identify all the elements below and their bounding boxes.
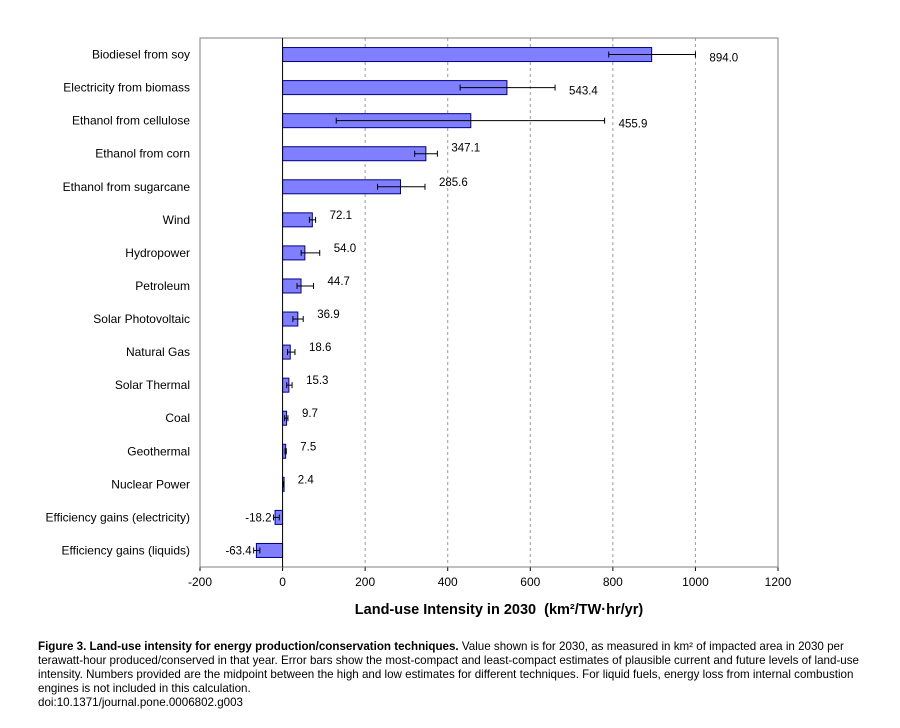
x-tick-label: 600 — [520, 575, 540, 589]
value-label: 543.4 — [569, 86, 598, 98]
category-label: Ethanol from sugarcane — [63, 180, 191, 194]
figure-caption: Figure 3. Land-use intensity for energy … — [38, 640, 888, 710]
value-label: 455.9 — [619, 119, 648, 131]
x-tick-label: 800 — [603, 575, 623, 589]
x-tick-label: 200 — [355, 575, 375, 589]
category-label: Natural Gas — [126, 345, 190, 359]
x-axis-label-units: (km²/TW·hr/yr) — [544, 602, 643, 618]
category-labels: Biodiesel from soy Electricity from bioma… — [46, 48, 191, 558]
value-label: 18.6 — [309, 342, 331, 354]
land-use-chart: Biodiesel from soy Electricity from bioma… — [46, 37, 792, 618]
category-label: Electricity from biomass — [63, 81, 190, 95]
value-labels: 894.0 543.4 455.9 347.1 285.6 72.1 54.0 44.7 36.… — [225, 53, 738, 558]
category-label: Wind — [163, 213, 190, 227]
x-tick-label: 0 — [279, 575, 286, 589]
category-label: Hydropower — [125, 246, 190, 260]
value-label: 54.0 — [334, 243, 356, 255]
bar — [282, 212, 313, 228]
x-tick-labels: -200 0 200 400 600 800 1000 1200 — [188, 575, 792, 589]
x-tick-label: 1200 — [765, 575, 792, 589]
x-tick-label: -200 — [188, 575, 212, 589]
x-axis-label-text: Land-use Intensity in 2030 — [355, 602, 536, 618]
value-label: 285.6 — [439, 177, 468, 189]
value-label: 347.1 — [451, 143, 480, 155]
chart-error-bars — [253, 51, 696, 554]
x-tick-label: 1000 — [682, 575, 709, 589]
bar — [282, 47, 653, 63]
category-label: Efficiency gains (electricity) — [46, 510, 191, 524]
category-label: Solar Photovoltaic — [93, 312, 190, 326]
category-label: Solar Thermal — [115, 378, 190, 392]
plot-area-frame — [199, 37, 779, 568]
value-label: 36.9 — [317, 309, 339, 321]
value-label: 72.1 — [330, 210, 352, 222]
value-label: 15.3 — [306, 375, 328, 387]
category-label: Ethanol from corn — [95, 147, 190, 161]
value-label: 894.0 — [709, 53, 738, 65]
value-label: -63.4 — [225, 545, 252, 557]
x-tick-label: 400 — [438, 575, 458, 589]
caption-doi: doi:10.1371/journal.pone.0006802.g003 — [38, 696, 244, 709]
category-label: Biodiesel from soy — [92, 48, 190, 62]
category-label: Nuclear Power — [111, 477, 190, 491]
bar — [282, 146, 427, 162]
caption-label: Figure 3. Land-use intensity for energy … — [38, 640, 459, 653]
chart-gridlines — [199, 38, 779, 571]
value-label: 2.4 — [298, 474, 315, 486]
category-label: Geothermal — [127, 444, 190, 458]
value-label: 7.5 — [300, 441, 316, 453]
category-label: Efficiency gains (liquids) — [61, 543, 190, 557]
caption-text: Value shown is for 2030, as measured in … — [38, 640, 859, 695]
x-axis-label: Land-use Intensity in 2030 (km²/TW·hr/yr) — [355, 602, 644, 618]
value-label: -18.2 — [245, 512, 271, 524]
category-label: Coal — [165, 411, 190, 425]
chart-bars — [255, 47, 653, 558]
value-label: 44.7 — [328, 276, 350, 288]
category-label: Petroleum — [135, 279, 190, 293]
value-label: 9.7 — [302, 408, 318, 420]
category-label: Ethanol from cellulose — [72, 114, 190, 128]
